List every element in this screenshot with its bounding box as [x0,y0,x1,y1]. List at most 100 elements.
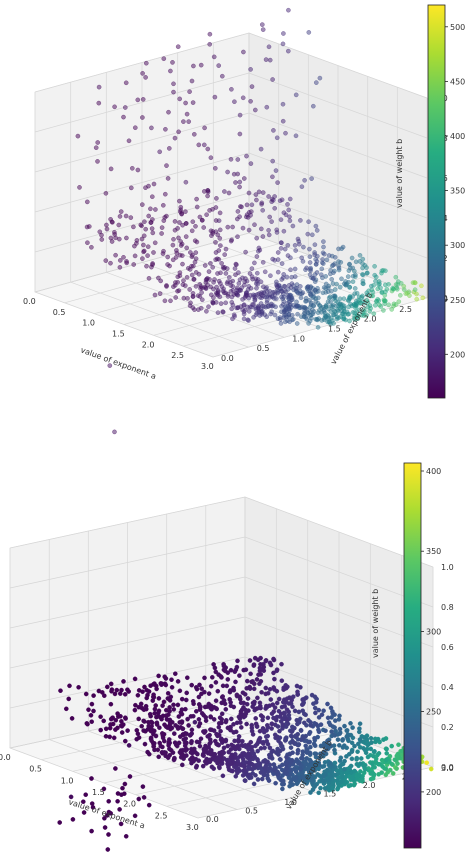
scatter-point [161,218,167,223]
x-tick-label: 0.0 [0,753,11,762]
scatter-point [171,757,177,763]
scatter-point [272,705,278,710]
scatter-point [368,776,374,782]
gridline-z [244,536,434,608]
scatter-point [104,222,109,228]
scatter-point [316,707,322,713]
scatter-point [161,56,167,62]
scatter-point [298,737,304,743]
scatter-point [357,252,363,258]
scatter-point [354,755,360,761]
scatter-point [360,256,366,262]
scatter-point [290,739,296,745]
scatter-point [285,202,290,207]
scatter-point [256,672,261,678]
scatter-point [299,255,305,261]
scatter-point [159,731,165,736]
z-tick-label: 0.4 [441,683,454,692]
scatter-point [223,300,228,306]
scatter-point [108,681,114,687]
scatter-point [165,691,171,696]
scatter-point [251,686,257,692]
scatter-point [277,198,283,204]
scatter-point [252,295,258,300]
scatter-point [198,286,203,291]
scatter-point [220,683,226,689]
scatter-point [213,218,219,223]
scatter-point [121,114,126,120]
scatter-point [98,727,103,733]
scatter-point [213,240,218,245]
scatter-point [179,696,185,702]
scatter-point [424,760,430,766]
scatter-point [392,757,398,763]
scatter-point [219,73,225,79]
scatter-point [209,675,215,680]
scatter-point [165,696,171,701]
scatter-point [146,719,151,725]
scatter-point [143,75,148,80]
colorbar-tick-label: 200 [450,350,465,359]
colorbar-tick-label: 450 [450,77,465,86]
scatter-point [123,738,128,744]
scatter-point [344,734,350,740]
scatter-point [293,248,299,253]
scatter-point [193,223,198,229]
scatter-point [264,300,270,305]
scatter-point [183,234,189,239]
scatter-point [293,133,299,139]
scatter-point [257,665,263,671]
chart-2-ticks: 0.00.51.01.52.02.53.00.00.51.01.52.02.53… [0,563,454,832]
scatter-point [179,762,185,768]
scatter-point [115,791,121,796]
scatter-point [169,685,175,690]
scatter-point [282,686,288,691]
scatter-point [278,217,284,222]
scatter-point [309,692,315,698]
scatter-point [200,753,206,758]
scatter-point [164,284,169,289]
scatter-point [206,691,212,696]
scatter-point [112,104,117,110]
scatter-point [308,790,313,795]
scatter-point [353,259,359,265]
scatter-point [245,755,250,761]
scatter-point [268,273,273,279]
scatter-point [313,80,319,85]
scatter-point [190,294,196,300]
scatter-point [308,723,314,728]
scatter-point [382,282,388,288]
scatter-point [166,146,172,151]
scatter-point [329,729,334,734]
scatter-point [268,311,274,317]
scatter-point [260,190,266,195]
scatter-point [320,257,325,262]
colorbar-tick-label: 300 [450,241,465,250]
scatter-point [349,255,355,261]
scatter-point [295,236,301,242]
scatter-point [232,669,238,675]
scatter-point [227,697,232,702]
scatter-point [218,736,224,742]
scatter-point [146,213,151,219]
scatter-point [218,301,224,306]
colorbar-gradient [403,462,422,849]
scatter-point [208,683,214,689]
scatter-point [315,324,321,330]
scatter-point [135,97,141,103]
scatter-point [172,740,178,746]
scatter-point [370,761,375,767]
scatter-point [102,693,107,699]
scatter-point [221,290,227,296]
scatter-point [250,700,256,706]
scatter-point [384,746,389,752]
scatter-point [372,302,378,308]
scatter-point [350,776,355,781]
scatter-point [260,303,265,309]
scatter-point [298,727,304,733]
scatter-point [211,54,217,60]
scatter-point [282,704,288,709]
scatter-point [135,167,141,173]
scatter-point [374,299,379,304]
scatter-point [355,741,361,747]
